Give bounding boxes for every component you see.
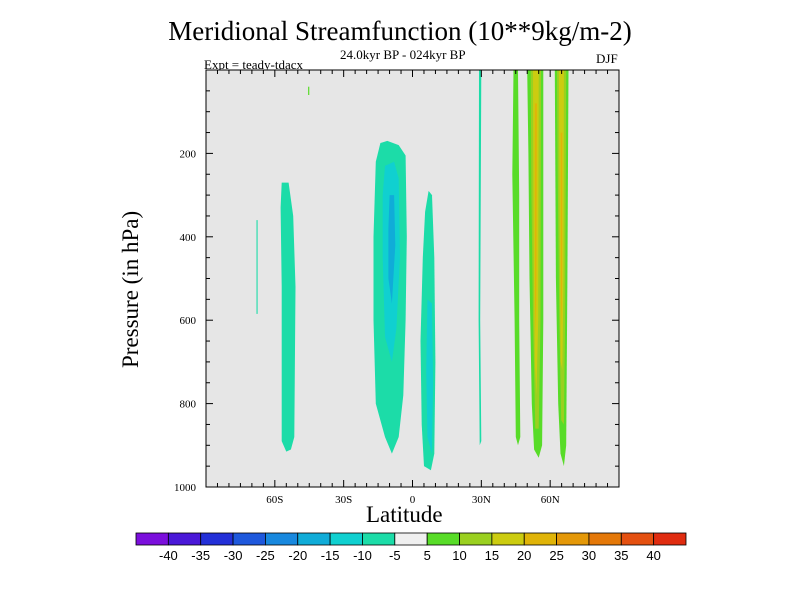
colorbar-label: -40: [159, 548, 178, 563]
colorbar-swatch: [135, 532, 169, 546]
y-tick-label: 200: [180, 148, 197, 160]
y-tick-label: 400: [180, 232, 197, 244]
contour-fill-speck-50S: [308, 86, 310, 95]
colorbar-label: 40: [646, 548, 660, 563]
colorbar-swatch: [523, 532, 557, 546]
colorbar-swatch: [588, 532, 622, 546]
colorbar-label: -20: [288, 548, 307, 563]
x-tick-label: 60S: [266, 494, 283, 506]
colorbar-label: -15: [321, 548, 340, 563]
y-tick-label: 800: [180, 399, 197, 411]
contour-fill-tick-60S-40: [256, 220, 258, 314]
colorbar-swatch: [620, 532, 655, 546]
x-tick-label: 60N: [541, 494, 560, 506]
plot-background: [206, 70, 619, 487]
contour-fill-band-45N: [512, 70, 521, 446]
colorbar-swatch: [491, 532, 525, 546]
colorbar-swatch: [394, 532, 428, 546]
colorbar-label: 15: [485, 548, 499, 563]
contour-fill-band-66N-core: [560, 132, 563, 329]
chart-title: Meridional Streamfunction (10**9kg/m-2): [168, 16, 632, 46]
colorbar-label: -35: [191, 548, 210, 563]
y-tick-label: 600: [180, 315, 197, 327]
colorbar-label: 25: [549, 548, 563, 563]
colorbar-swatch: [653, 532, 687, 546]
colorbar-swatch: [426, 532, 460, 546]
colorbar-label: -10: [353, 548, 372, 563]
colorbar-label: -30: [224, 548, 243, 563]
colorbar-swatch: [265, 532, 299, 546]
colorbar-swatch: [200, 532, 234, 546]
colorbar-swatch: [362, 532, 396, 546]
contour-fill-cell-60S: [280, 182, 296, 452]
colorbar-swatch: [297, 532, 331, 546]
colorbar-label: 35: [614, 548, 628, 563]
contour-fill-cell-5N-inner: [426, 299, 434, 454]
contour-fill-band-55N-core: [534, 103, 537, 337]
colorbar-label: 5: [424, 548, 431, 563]
x-axis-label: Latitude: [366, 502, 443, 527]
colorbar-label: 20: [517, 548, 531, 563]
contour-fill-cell-eq-core: [388, 195, 396, 304]
colorbar-swatch: [556, 532, 590, 546]
contour-fill-line-30N: [478, 70, 482, 446]
x-tick-label: 0: [410, 494, 416, 506]
chart-subtitle: 24.0kyr BP - 024kyr BP: [340, 47, 466, 62]
colorbar-label: 10: [452, 548, 466, 563]
experiment-label: Expt = teady-tdacx: [204, 57, 304, 72]
colorbar-swatch: [232, 532, 266, 546]
colorbar-label: -5: [389, 548, 401, 563]
colorbar-label: 30: [582, 548, 596, 563]
colorbar-label: -25: [256, 548, 275, 563]
x-tick-label: 30N: [472, 494, 491, 506]
x-tick-label: 30S: [335, 494, 352, 506]
season-label: DJF: [596, 51, 618, 66]
y-tick-label: 1000: [174, 482, 197, 494]
colorbar-swatch: [459, 532, 493, 546]
colorbar-swatch: [167, 532, 202, 546]
colorbar-swatch: [329, 532, 363, 546]
